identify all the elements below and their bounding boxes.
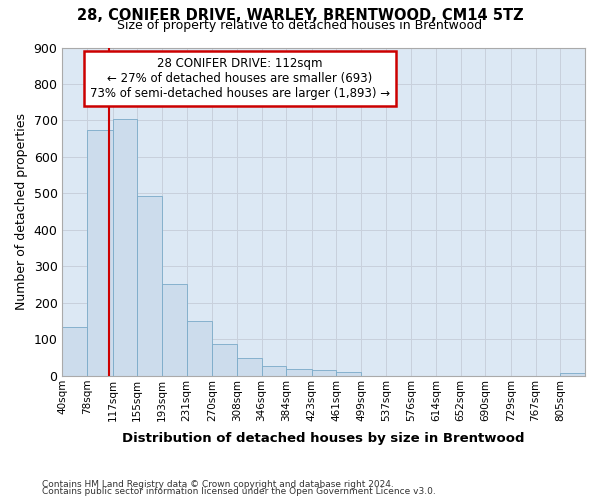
Bar: [560, 373, 585, 376]
Bar: [212, 344, 237, 376]
Bar: [311, 370, 337, 376]
Text: 28, CONIFER DRIVE, WARLEY, BRENTWOOD, CM14 5TZ: 28, CONIFER DRIVE, WARLEY, BRENTWOOD, CM…: [77, 8, 523, 22]
Bar: [113, 118, 137, 376]
Bar: [162, 284, 187, 376]
Bar: [286, 368, 311, 376]
Bar: [337, 372, 361, 376]
Bar: [237, 358, 262, 376]
Text: Contains public sector information licensed under the Open Government Licence v3: Contains public sector information licen…: [42, 488, 436, 496]
Bar: [187, 321, 212, 376]
Bar: [137, 196, 162, 376]
Text: 28 CONIFER DRIVE: 112sqm
← 27% of detached houses are smaller (693)
73% of semi-: 28 CONIFER DRIVE: 112sqm ← 27% of detach…: [90, 58, 390, 100]
Text: Contains HM Land Registry data © Crown copyright and database right 2024.: Contains HM Land Registry data © Crown c…: [42, 480, 394, 489]
X-axis label: Distribution of detached houses by size in Brentwood: Distribution of detached houses by size …: [122, 432, 525, 445]
Bar: [262, 366, 286, 376]
Bar: [87, 130, 113, 376]
Y-axis label: Number of detached properties: Number of detached properties: [15, 113, 28, 310]
Text: Size of property relative to detached houses in Brentwood: Size of property relative to detached ho…: [118, 18, 482, 32]
Bar: [62, 326, 87, 376]
